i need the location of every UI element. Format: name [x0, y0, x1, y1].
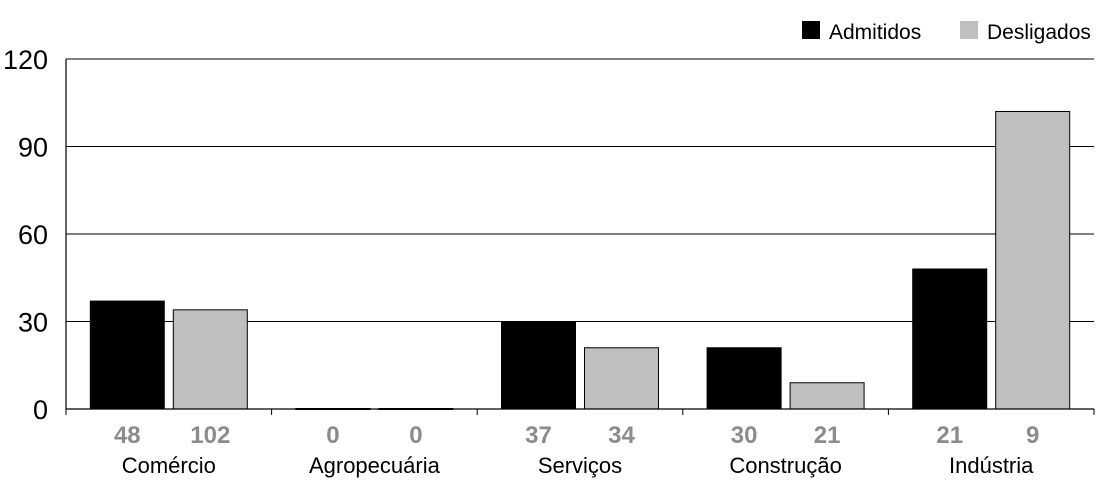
data-label-admitidos-servicos: 37: [525, 422, 552, 449]
data-label-desligados-servicos: 34: [608, 422, 635, 449]
data-label-admitidos-construcao: 30: [731, 422, 758, 449]
category-label-industria: Indústria: [949, 453, 1034, 478]
bar-admitidos-comercio: [89, 300, 165, 410]
legend: Admitidos Desligados: [802, 21, 1091, 44]
bar-desligados-servicos: [584, 347, 659, 410]
category-label-construcao: Construção: [729, 453, 842, 478]
legend-label-desligados: Desligados: [987, 21, 1091, 44]
y-tick-label: 120: [3, 45, 48, 75]
bar-admitidos-industria: [912, 268, 988, 410]
y-tick-label: 0: [33, 395, 48, 425]
category-label-comercio: Comércio: [122, 453, 216, 478]
category-label-servicos: Serviços: [538, 453, 622, 478]
y-tick-label: 60: [18, 220, 48, 250]
y-axis: 0 30 60 90 120: [3, 45, 67, 425]
legend-swatch-desligados: [960, 21, 978, 39]
data-label-desligados-comercio: 102: [190, 422, 230, 449]
category-labels: Comércio Agropecuária Serviços Construção In…: [122, 453, 1034, 478]
data-label-admitidos-industria: 21: [936, 422, 963, 449]
category-label-agropecuaria: Agropecuária: [309, 453, 441, 478]
legend-swatch-admitidos: [802, 21, 820, 39]
bars: [89, 111, 1071, 410]
x-axis: [65, 408, 1095, 415]
bar-desligados-comercio: [172, 309, 248, 410]
bar-admitidos-construcao: [706, 347, 782, 410]
bar-desligados-industria: [995, 111, 1071, 410]
bar-admitidos-servicos: [501, 321, 576, 410]
data-labels: 48 102 0 0 37 34 30 21 21 9: [114, 422, 1039, 449]
bar-desligados-construcao: [789, 382, 865, 410]
data-label-desligados-industria: 9: [1026, 422, 1039, 449]
data-label-admitidos-agropecuaria: 0: [326, 422, 339, 449]
legend-label-admitidos: Admitidos: [829, 21, 921, 44]
y-tick-label: 90: [18, 133, 48, 163]
data-label-desligados-agropecuaria: 0: [409, 422, 422, 449]
data-label-admitidos-comercio: 48: [114, 422, 141, 449]
data-label-desligados-construcao: 21: [814, 422, 841, 449]
y-tick-label: 30: [18, 308, 48, 338]
